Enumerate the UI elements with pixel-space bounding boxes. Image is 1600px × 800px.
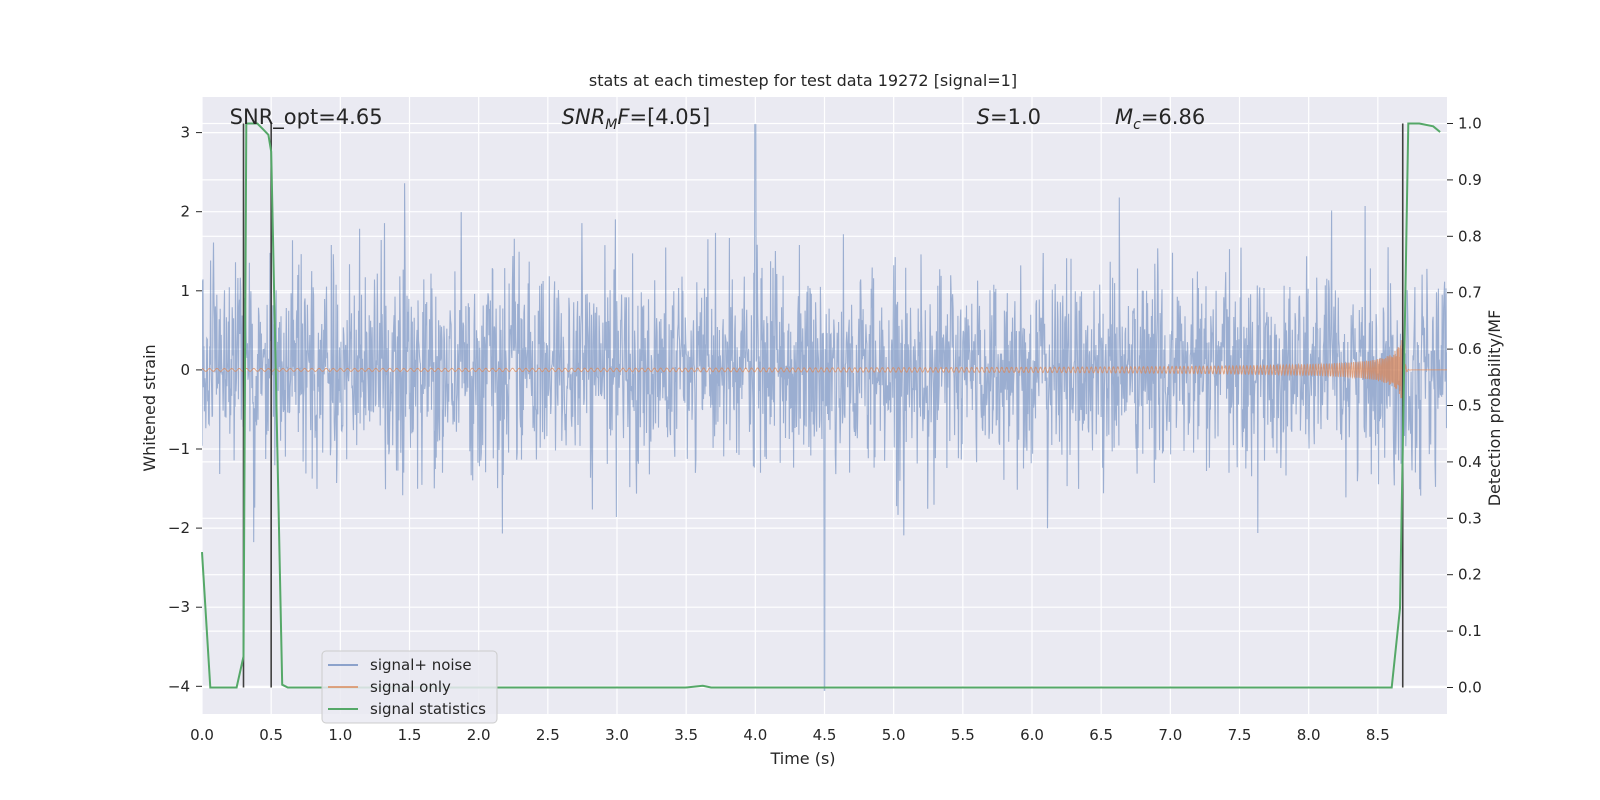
y-tick-label: −4 — [168, 677, 190, 695]
y-tick-label: −2 — [168, 519, 190, 537]
annotation-text: S=1.0 — [977, 105, 1041, 129]
probability-line — [201, 122, 1441, 689]
annotation-text: Mc=6.86 — [1115, 105, 1205, 133]
chart-title: stats at each timestep for test data 192… — [589, 71, 1017, 90]
y-tick-label: −1 — [168, 440, 190, 458]
x-tick-label: 7.5 — [1228, 726, 1252, 744]
y-tick-label: 1 — [180, 282, 190, 300]
x-tick-label: 1.5 — [398, 726, 422, 744]
y2-tick-label: 0.6 — [1458, 340, 1482, 358]
y2-tick-label: 0.8 — [1458, 227, 1482, 245]
legend-label: signal+ noise — [370, 656, 472, 674]
x-tick-label: 7.0 — [1158, 726, 1182, 744]
chirp-trace — [202, 332, 1447, 399]
y-axis-label: Whitened strain — [140, 344, 159, 471]
y2-axis-label: Detection probability/MF — [1485, 310, 1504, 507]
x-axis-label: Time (s) — [769, 749, 835, 768]
x-tick-label: 4.0 — [743, 726, 767, 744]
x-tick-label: 6.0 — [1020, 726, 1044, 744]
x-tick-label: 3.5 — [674, 726, 698, 744]
x-axis-ticks: 0.0 0.5 1.0 1.5 2.0 2.5 3.0 3.5 4.0 4.5 5.0 5.5 6.0 6… — [190, 726, 1390, 744]
x-tick-label: 8.0 — [1297, 726, 1321, 744]
x-tick-label: 1.0 — [328, 726, 352, 744]
x-tick-label: 0.5 — [259, 726, 283, 744]
y-tick-label: −3 — [168, 598, 190, 616]
legend: signal+ noise signal only signal statistic… — [321, 650, 498, 724]
x-tick-label: 4.5 — [813, 726, 837, 744]
y2-tick-label: 0.7 — [1458, 284, 1482, 302]
y2-tick-label: 0.0 — [1458, 678, 1482, 696]
y2-tick-label: 0.2 — [1458, 566, 1482, 584]
grid — [201, 97, 1447, 714]
y2-axis-ticks: 1.0 0.9 0.8 0.7 0.6 0.5 0.4 0.3 0.2 0.1 0.0 — [1447, 115, 1482, 696]
x-tick-label: 2.0 — [467, 726, 491, 744]
x-tick-label: 8.5 — [1366, 726, 1390, 744]
legend-box — [321, 650, 498, 724]
y-tick-label: 2 — [180, 203, 190, 221]
y2-tick-label: 0.5 — [1458, 397, 1482, 415]
x-tick-label: 0.0 — [190, 726, 214, 744]
legend-label: signal statistics — [370, 700, 486, 718]
legend-label: signal only — [370, 678, 451, 696]
y2-tick-label: 1.0 — [1458, 115, 1482, 133]
y-tick-label: 0 — [180, 361, 190, 379]
y2-tick-label: 0.1 — [1458, 622, 1482, 640]
annotation-text: SNRMF=[4.05] — [562, 105, 711, 133]
y2-tick-label: 0.3 — [1458, 509, 1482, 527]
y-axis-ticks: 3 2 1 0 −1 −2 −3 −4 — [168, 124, 202, 695]
x-tick-label: 2.5 — [536, 726, 560, 744]
x-tick-label: 3.0 — [605, 726, 629, 744]
x-tick-label: 5.5 — [951, 726, 975, 744]
x-tick-label: 5.0 — [882, 726, 906, 744]
annotation-text: SNR_opt=4.65 — [230, 105, 383, 130]
annotations: SNR_opt=4.65 SNRMF=[4.05] S=1.0 Mc=6.86 — [230, 105, 1206, 133]
y-tick-label: 3 — [180, 124, 190, 142]
x-tick-label: 6.5 — [1089, 726, 1113, 744]
y2-tick-label: 0.4 — [1458, 453, 1482, 471]
series-signal-statistics — [201, 122, 1441, 689]
y2-tick-label: 0.9 — [1458, 171, 1482, 189]
series-signal-only — [202, 332, 1447, 399]
